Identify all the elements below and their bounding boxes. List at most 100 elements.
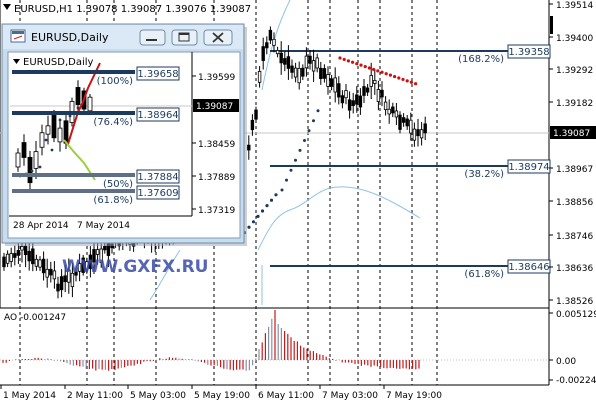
zigzag-down-line: [63, 139, 96, 181]
moving-average-line: [257, 186, 421, 251]
psar-dot: [380, 70, 384, 74]
svg-text:1.39087: 1.39087: [553, 129, 590, 139]
psar-dot: [342, 57, 346, 62]
ao-indicator-panel[interactable]: AO -0.001247 0.005129 0.00 -0.002244: [0, 309, 596, 386]
candle: [412, 122, 417, 147]
inset-candle: [21, 134, 27, 166]
candle: [373, 68, 377, 95]
candle: [272, 32, 276, 53]
inset-candle: [75, 80, 81, 112]
psar-dot: [285, 178, 288, 182]
price-tick: 1.38856: [556, 198, 593, 208]
candle: [279, 41, 283, 75]
svg-text:1.39358: 1.39358: [508, 47, 549, 58]
inset-candle: [57, 118, 63, 152]
candle: [247, 135, 251, 160]
inset-price-tick: 1.37889: [198, 173, 235, 183]
inset-fib-price: 1.37884: [136, 169, 180, 184]
price-scale[interactable]: 1.39514 1.39400 1.39292 1.39182 1.38967 …: [549, 1, 596, 307]
candle: [376, 80, 381, 111]
psar-dot: [397, 76, 401, 80]
price-tick: 1.39292: [556, 66, 593, 76]
candle: [67, 258, 71, 294]
candle: [344, 84, 348, 105]
chart-header-text: EURUSD,H1 1.39078 1.39087 1.39076 1.3908…: [14, 4, 251, 15]
time-tick: 5 May 03:00: [130, 391, 186, 400]
candle: [358, 88, 363, 115]
inset-fib-pct: (100%): [97, 76, 133, 87]
inset-psar-dot: [44, 138, 48, 142]
candle: [315, 53, 319, 73]
psar-dot: [312, 119, 315, 123]
psar-dot: [409, 80, 413, 84]
inset-price-tick: 1.37319: [198, 206, 235, 216]
candle: [333, 67, 337, 103]
chart-header: EURUSD,H1 1.39078 1.39087 1.39076 1.3908…: [3, 4, 251, 15]
candle: [329, 74, 334, 91]
psar-dot: [338, 56, 342, 60]
candle: [268, 26, 273, 44]
candle: [290, 59, 294, 79]
candle: [369, 62, 373, 100]
minimize-button[interactable]: [139, 29, 166, 46]
candle: [355, 86, 359, 113]
inset-fib-pct: (61.8%): [93, 195, 133, 206]
psar-dot: [251, 220, 256, 224]
price-tick: 1.39182: [556, 99, 593, 109]
psar-dot: [298, 148, 302, 152]
fib-level-1-pct: (168.2%): [458, 54, 504, 65]
fib-level-2-price: 1.38974: [507, 159, 551, 174]
time-tick: 1 May 2014: [3, 391, 56, 400]
psar-dot: [289, 168, 293, 172]
candle: [5, 250, 10, 268]
psar-dot: [351, 60, 355, 64]
time-tick: 2 May 11:00: [67, 391, 123, 400]
inset-fib-price: 1.38964: [136, 107, 180, 122]
candle: [13, 245, 17, 266]
inset-fib-levels[interactable]: [12, 70, 135, 193]
psar-dot: [247, 225, 251, 229]
candle: [261, 37, 265, 70]
psar-dot: [274, 193, 278, 197]
ao-scale-tick: 0.005129: [556, 310, 596, 320]
inset-time-tick: 28 Apr 2014: [13, 221, 69, 231]
psar-dot: [294, 158, 297, 162]
inset-fib-pct: (76.4%): [93, 117, 133, 128]
candle: [81, 254, 85, 276]
window-icon: [10, 29, 26, 43]
psar-dot: [405, 79, 409, 83]
candle: [34, 254, 39, 271]
psar-dot: [256, 214, 260, 218]
time-tick: 7 May 19:00: [386, 391, 442, 400]
candle: [99, 243, 103, 268]
price-tick: 1.38636: [556, 264, 593, 274]
inset-psar-dot: [30, 169, 34, 173]
candle: [63, 265, 67, 293]
candle: [49, 261, 53, 283]
psar-dot: [367, 66, 371, 70]
maximize-button[interactable]: [171, 29, 198, 46]
ao-histogram: [2, 309, 420, 371]
candle: [41, 251, 46, 281]
candle: [365, 84, 370, 96]
psar-dot: [355, 62, 359, 66]
ao-scale-tick: 0.00: [556, 357, 576, 367]
price-tick: 1.38967: [556, 165, 593, 175]
candle: [419, 122, 424, 146]
candle: [308, 49, 312, 70]
candle: [340, 90, 345, 109]
psar-dot: [265, 204, 269, 208]
candle: [401, 113, 406, 127]
close-button[interactable]: [203, 29, 233, 46]
inset-candle: [45, 115, 51, 145]
time-tick: 7 May 03:00: [322, 391, 378, 400]
candle: [27, 241, 31, 271]
candle: [85, 257, 89, 274]
candle: [347, 91, 352, 119]
time-axis[interactable]: 1 May 2014 2 May 11:00 5 May 03:00 5 May…: [0, 385, 442, 400]
inset-chart-header: EURUSD,Daily: [23, 57, 94, 68]
inset-time-tick: 7 May 2014: [77, 221, 130, 231]
inset-price-tick: 1.39599: [198, 73, 235, 83]
inset-window-daily[interactable]: EURUSD,Daily: [1, 23, 247, 246]
candle: [326, 66, 330, 95]
